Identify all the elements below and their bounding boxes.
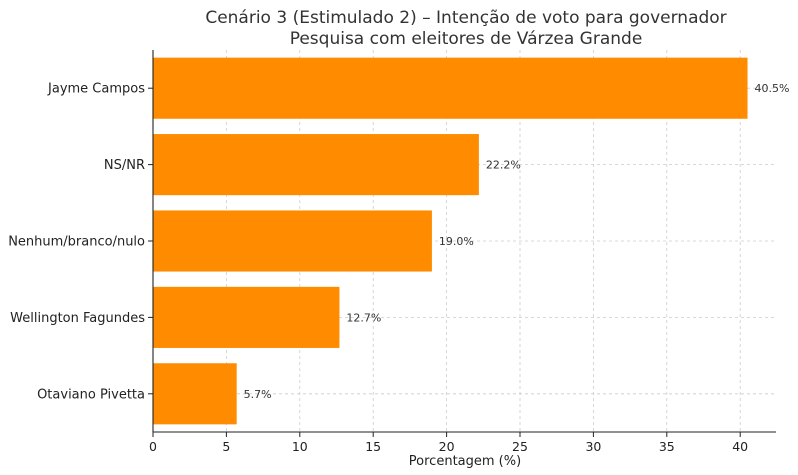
y-tick-label: Wellington Fagundes: [10, 311, 145, 326]
x-tick-label: 10: [292, 439, 308, 454]
bar-nenhum-branco-nulo: [153, 210, 432, 272]
x-tick-label: 20: [439, 439, 455, 454]
x-axis-label: Porcentagem (%): [409, 454, 521, 469]
data-label: 19.0%: [439, 235, 474, 248]
data-label: 5.7%: [244, 388, 272, 401]
x-tick-label: 5: [222, 439, 230, 454]
data-label: 22.2%: [486, 159, 521, 172]
chart-subtitle: Pesquisa com eleitores de Várzea Grande: [290, 29, 643, 49]
x-tick-label: 0: [149, 439, 157, 454]
bars: [153, 57, 748, 425]
bar-jayme-campos: [153, 57, 748, 119]
y-tick-label: NS/NR: [104, 158, 145, 173]
x-tick-label: 30: [585, 439, 601, 454]
data-label: 12.7%: [346, 311, 381, 324]
axes: [148, 50, 776, 437]
bar-otaviano-pivetta: [153, 363, 237, 425]
x-tick-label: 35: [659, 439, 675, 454]
chart-title: Cenário 3 (Estimulado 2) – Intenção de v…: [205, 8, 726, 28]
y-tick-label: Jayme Campos: [47, 82, 145, 97]
data-label: 40.5%: [755, 82, 790, 95]
y-tick-label: Otaviano Pivetta: [37, 387, 145, 402]
x-tick-label: 15: [365, 439, 381, 454]
bar-wellington-fagundes: [153, 286, 340, 348]
y-tick-label: Nenhum/branco/nulo: [8, 235, 145, 250]
x-tick-label: 40: [732, 439, 748, 454]
bar-ns-nr: [153, 134, 479, 196]
x-tick-label: 25: [512, 439, 528, 454]
labels: 0 5 10 15 20 25 30 35 40 Jayme Campos 40.5% NS/NR 22…: [8, 82, 789, 454]
